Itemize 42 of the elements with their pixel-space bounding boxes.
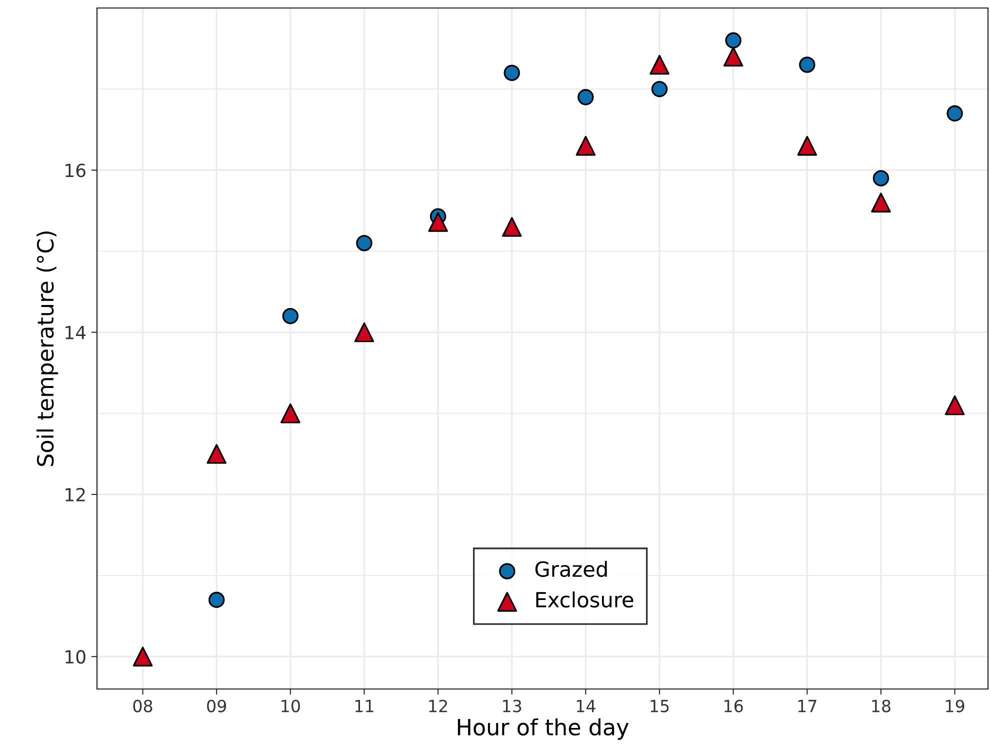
- point: [944, 395, 965, 416]
- point: [282, 308, 299, 324]
- point: [723, 46, 744, 67]
- x-tick-label: 11: [355, 700, 374, 712]
- x-tick-label: 14: [576, 700, 596, 712]
- x-tick-label: 19: [946, 700, 964, 712]
- point: [428, 212, 448, 232]
- x-tick-label: 15: [650, 700, 669, 712]
- point: [799, 56, 816, 73]
- x-tick-label: 08: [133, 700, 152, 712]
- point: [725, 32, 742, 49]
- point: [206, 444, 226, 464]
- x-axis-title: Hour of the day: [458, 718, 629, 740]
- y-tick-label: 10: [66, 650, 86, 664]
- x-tick-label: 18: [872, 700, 890, 712]
- y-tick-label: 14: [66, 326, 86, 340]
- point: [502, 217, 522, 237]
- x-tick-label: 13: [503, 700, 522, 712]
- x-tick-label: 10: [282, 700, 300, 712]
- x-tick-label: 12: [429, 700, 447, 712]
- point: [208, 592, 225, 608]
- point: [650, 54, 670, 75]
- point: [280, 403, 300, 424]
- point: [356, 234, 372, 252]
- x-tick-label: 16: [724, 700, 743, 712]
- x-tick-label: 09: [207, 700, 226, 712]
- point: [578, 89, 594, 106]
- point: [871, 192, 891, 212]
- point: [576, 136, 596, 156]
- point: [354, 322, 374, 342]
- y-tick-label: 16: [66, 164, 86, 178]
- y-tick-label: 12: [66, 488, 85, 502]
- y-axis-title: Soil temperature (°C): [36, 232, 58, 466]
- x-tick-label: 17: [798, 700, 816, 712]
- point: [797, 136, 818, 156]
- point: [504, 64, 520, 81]
- point: [132, 646, 153, 666]
- point: [651, 80, 668, 98]
- point: [946, 105, 963, 122]
- legend-label: Exclosure: [536, 591, 634, 608]
- point: [872, 170, 890, 186]
- legend-label: Grazed: [535, 560, 607, 577]
